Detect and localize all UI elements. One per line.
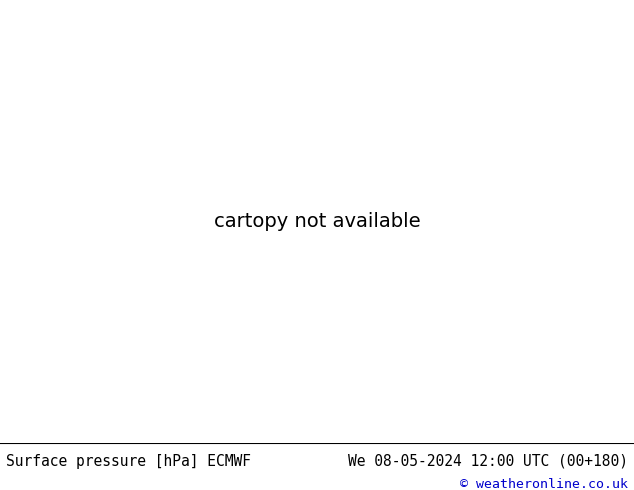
Text: cartopy not available: cartopy not available — [214, 212, 420, 231]
Text: © weatheronline.co.uk: © weatheronline.co.uk — [460, 478, 628, 490]
Text: Surface pressure [hPa] ECMWF: Surface pressure [hPa] ECMWF — [6, 454, 251, 468]
Text: We 08-05-2024 12:00 UTC (00+180): We 08-05-2024 12:00 UTC (00+180) — [347, 454, 628, 468]
